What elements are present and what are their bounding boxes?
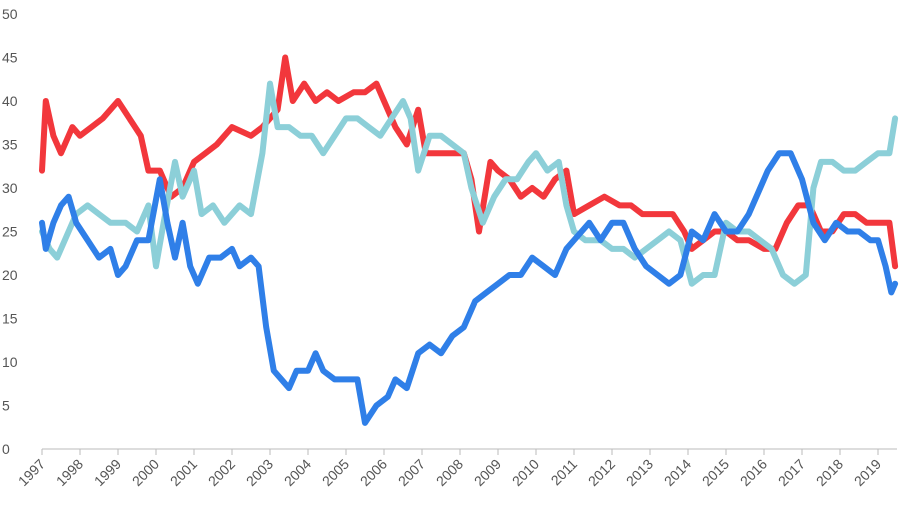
y-tick-label: 20	[2, 267, 18, 283]
x-tick-label: 1998	[53, 456, 86, 489]
y-tick-label: 5	[2, 398, 10, 414]
x-tick-label: 2007	[395, 456, 428, 489]
x-tick-label: 2006	[357, 456, 390, 489]
x-tick-label: 1997	[15, 456, 48, 489]
x-tick-label: 2001	[167, 456, 200, 489]
y-tick-label: 50	[2, 6, 18, 22]
x-tick-label: 2017	[775, 456, 808, 489]
y-tick-label: 45	[2, 50, 18, 66]
y-tick-label: 10	[2, 354, 18, 370]
x-tick-label: 2000	[129, 456, 162, 489]
y-tick-label: 0	[2, 441, 10, 457]
y-tick-label: 25	[2, 224, 18, 240]
x-tick-label: 2003	[243, 456, 276, 489]
x-tick-label: 2019	[851, 456, 884, 489]
x-tick-label: 2013	[623, 456, 656, 489]
y-tick-label: 15	[2, 311, 18, 327]
x-tick-label: 2016	[737, 456, 770, 489]
x-tick-label: 2012	[585, 456, 618, 489]
x-tick-label: 2008	[433, 456, 466, 489]
x-tick-label: 2011	[548, 456, 581, 489]
x-tick-label: 2004	[281, 456, 314, 489]
x-tick-label: 2015	[699, 456, 732, 489]
line-series	[39, 80, 899, 287]
x-tick-label: 2018	[813, 456, 846, 489]
x-tick-label: 2002	[205, 456, 238, 489]
line-series	[39, 150, 899, 426]
x-tick-label: 1999	[91, 456, 124, 489]
y-tick-label: 40	[2, 93, 18, 109]
x-tick-label: 2009	[471, 456, 504, 489]
x-tick-label: 2005	[319, 456, 352, 489]
y-tick-label: 30	[2, 180, 18, 196]
x-tick-label: 2010	[509, 456, 542, 489]
y-tick-label: 35	[2, 137, 18, 153]
x-tick-label: 2014	[661, 456, 694, 489]
